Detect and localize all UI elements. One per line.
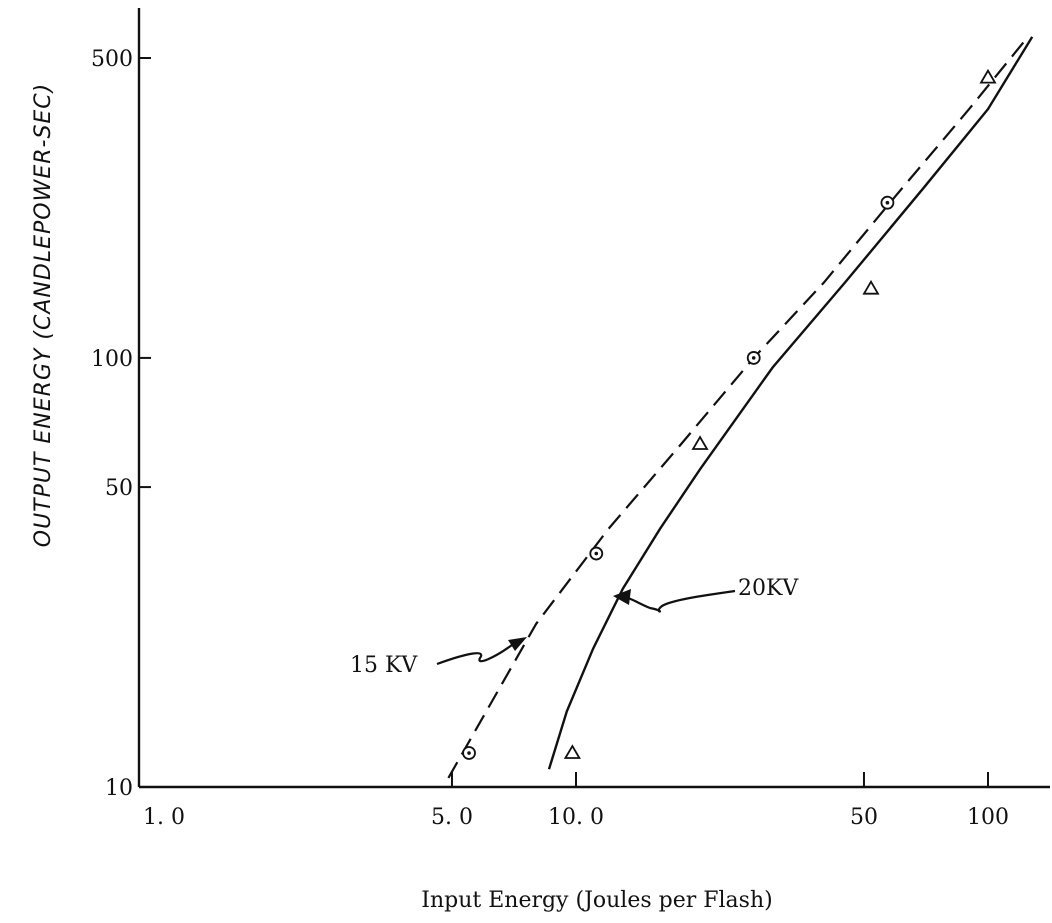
point-center (885, 200, 890, 205)
annotation-20kv: 20KV (613, 576, 799, 613)
annotation-15kv-arrowhead (508, 637, 527, 651)
series-line-20kv (547, 36, 1034, 770)
annotation-20kv-arrow (627, 589, 736, 613)
data-points (462, 68, 997, 760)
data-point-15-kv (880, 195, 895, 210)
x-tick-label: 100 (967, 805, 1009, 830)
data-point-15-kv (462, 746, 476, 760)
annotation-20kv-label: 20KV (738, 576, 799, 601)
y-tick-label: 100 (91, 347, 133, 372)
y-tick-label: 500 (91, 47, 133, 72)
annotation-20kv-arrowhead (613, 589, 631, 605)
point-center (751, 356, 756, 360)
axis-ticks: 1. 0 5. 0 10. 0 50 100 10 50 100 500 (91, 47, 1009, 830)
annotation-15kv-arrow (436, 644, 513, 666)
x-tick-label: 5. 0 (431, 805, 473, 830)
axes (137, 8, 1050, 789)
data-point-15-kv (589, 546, 604, 561)
y-tick-label: 10 (105, 776, 133, 801)
annotation-15kv: 15 KV (350, 637, 527, 678)
series-line-15-kv (447, 36, 1029, 779)
point-center (594, 551, 599, 556)
data-point-15-kv (746, 351, 761, 365)
x-tick-label: 10. 0 (548, 805, 604, 830)
x-tick-label: 1. 0 (143, 805, 185, 830)
point-center (467, 751, 471, 755)
data-point-20kv (862, 279, 880, 295)
x-tick-label: 50 (850, 805, 878, 830)
annotation-15kv-label: 15 KV (350, 653, 418, 678)
data-point-20kv (563, 744, 581, 759)
y-tick-label: 50 (105, 476, 133, 501)
series-curves (447, 36, 1034, 779)
data-point-20kv (979, 68, 997, 84)
x-axis-title: Input Energy (Joules per Flash) (421, 888, 772, 913)
data-point-20kv (691, 435, 709, 450)
y-axis-title: OUTPUT ENERGY (CANDLEPOWER-SEC) (31, 83, 56, 548)
